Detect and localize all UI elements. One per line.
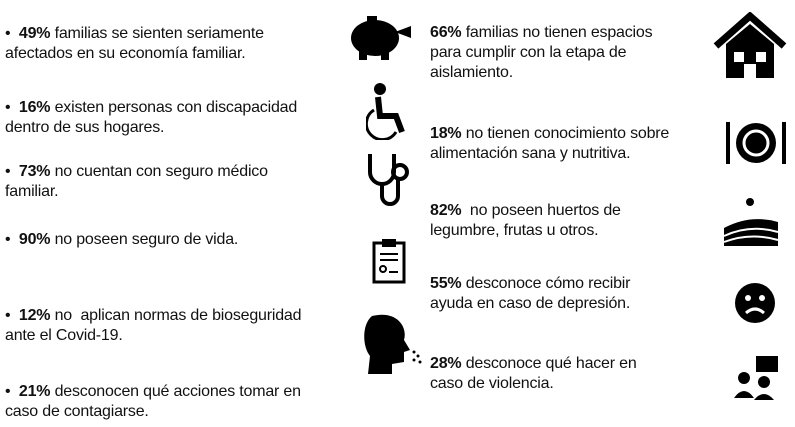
- text-line: alimentación sana y nutritiva.: [430, 144, 669, 164]
- text-line: ante el Covid-19.: [5, 326, 301, 346]
- text-line: • 90% no poseen seguro de vida.: [5, 230, 238, 250]
- clipboard-icon: [372, 239, 406, 284]
- plate-icon: [726, 122, 786, 164]
- text-line: 82% no poseen huertos de: [430, 201, 621, 221]
- text-line: • 49% familias se sienten seriamente: [5, 24, 264, 44]
- description: ayuda en caso de depresión.: [430, 295, 631, 312]
- description: caso de contagiarse.: [5, 403, 149, 420]
- bullet: •: [5, 383, 11, 400]
- percent: 82%: [430, 202, 462, 219]
- text-line: aislamiento.: [430, 63, 652, 83]
- right-item: 55% desconoce cómo recibir ayuda en caso …: [430, 274, 630, 314]
- right-item: 82% no poseen huertos de legumbre, frutas…: [430, 201, 621, 241]
- description: no poseen seguro de vida.: [54, 231, 239, 248]
- right-item: 66% familias no tienen espacios para cump…: [430, 23, 653, 83]
- bullet: •: [5, 25, 11, 42]
- piggy-icon: [351, 16, 411, 60]
- percent: 66%: [430, 24, 462, 41]
- percent: 73%: [18, 163, 51, 180]
- text-line: • 16% existen personas con discapacidad: [5, 98, 297, 118]
- percent: 28%: [430, 355, 462, 372]
- percent: 90%: [18, 231, 51, 248]
- description: familias no tienen espacios: [465, 24, 653, 41]
- text-line: caso de violencia.: [430, 374, 637, 394]
- text-line: 66% familias no tienen espacios: [430, 23, 653, 43]
- description: alimentación sana y nutritiva.: [430, 145, 631, 162]
- description: desconocen qué acciones tomar en: [54, 383, 301, 400]
- description: ante el Covid-19.: [5, 327, 123, 344]
- left-item: • 16% existen personas con discapacidad d…: [5, 98, 297, 138]
- house-icon: [713, 12, 787, 78]
- people-icon: [734, 356, 778, 400]
- cough-icon: [364, 314, 422, 374]
- right-item: 28% desconoce qué hacer en caso de violen…: [430, 354, 637, 394]
- text-line: 55% desconoce cómo recibir: [430, 274, 630, 294]
- left-item: • 12% no aplican normas de bioseguridad a…: [5, 306, 301, 346]
- description: legumbre, frutas u otros.: [430, 222, 599, 239]
- left-item: • 90% no poseen seguro de vida.: [5, 230, 238, 250]
- description: no cuentan con seguro médico: [54, 163, 268, 180]
- field-icon: [723, 198, 779, 246]
- description: dentro de sus hogares.: [5, 119, 165, 136]
- text-line: caso de contagiarse.: [5, 402, 301, 422]
- description: aislamiento.: [430, 64, 513, 81]
- bullet: •: [5, 307, 11, 324]
- description: existen personas con discapacidad: [54, 99, 298, 116]
- description: caso de violencia.: [430, 375, 554, 392]
- text-line: legumbre, frutas u otros.: [430, 221, 621, 241]
- bullet: •: [5, 99, 11, 116]
- description: no poseen huertos de: [465, 202, 621, 219]
- text-line: ayuda en caso de depresión.: [430, 294, 630, 314]
- text-line: • 21% desconocen qué acciones tomar en: [5, 382, 301, 402]
- text-line: afectados en su economía familiar.: [5, 44, 264, 64]
- text-line: para cumplir con la etapa de: [430, 43, 652, 63]
- text-line: 28% desconoce qué hacer en: [430, 354, 637, 374]
- sad-face-icon: [735, 283, 775, 323]
- text-line: dentro de sus hogares.: [5, 118, 297, 138]
- description: familias se sienten seriamente: [54, 25, 264, 42]
- percent: 49%: [18, 25, 51, 42]
- description: familiar.: [5, 183, 59, 200]
- text-line: • 12% no aplican normas de bioseguridad: [5, 306, 301, 326]
- description: no aplican normas de bioseguridad: [54, 307, 302, 324]
- text-line: 18% no tienen conocimiento sobre: [430, 124, 669, 144]
- description: desconoce qué hacer en: [465, 355, 637, 372]
- bullet: •: [5, 163, 11, 180]
- percent: 12%: [18, 307, 51, 324]
- left-item: • 73% no cuentan con seguro médico famili…: [5, 162, 268, 202]
- left-item: • 49% familias se sienten seriamente afec…: [5, 24, 264, 64]
- percent: 21%: [18, 383, 51, 400]
- description: no tienen conocimiento sobre: [465, 125, 670, 142]
- text-line: • 73% no cuentan con seguro médico: [5, 162, 268, 182]
- description: desconoce cómo recibir: [465, 275, 631, 292]
- description: afectados en su economía familiar.: [5, 45, 246, 62]
- right-item: 18% no tienen conocimiento sobre alimenta…: [430, 124, 669, 164]
- text-line: familiar.: [5, 182, 268, 202]
- bullet: •: [5, 231, 11, 248]
- stethoscope-icon: [368, 154, 409, 206]
- percent: 18%: [430, 125, 462, 142]
- description: para cumplir con la etapa de: [430, 44, 627, 61]
- percent: 55%: [430, 275, 462, 292]
- wheelchair-icon: [366, 83, 405, 140]
- left-item: • 21% desconocen qué acciones tomar en ca…: [5, 382, 301, 422]
- percent: 16%: [18, 99, 51, 116]
